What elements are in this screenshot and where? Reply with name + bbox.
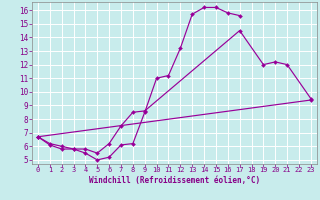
X-axis label: Windchill (Refroidissement éolien,°C): Windchill (Refroidissement éolien,°C) <box>89 176 260 185</box>
